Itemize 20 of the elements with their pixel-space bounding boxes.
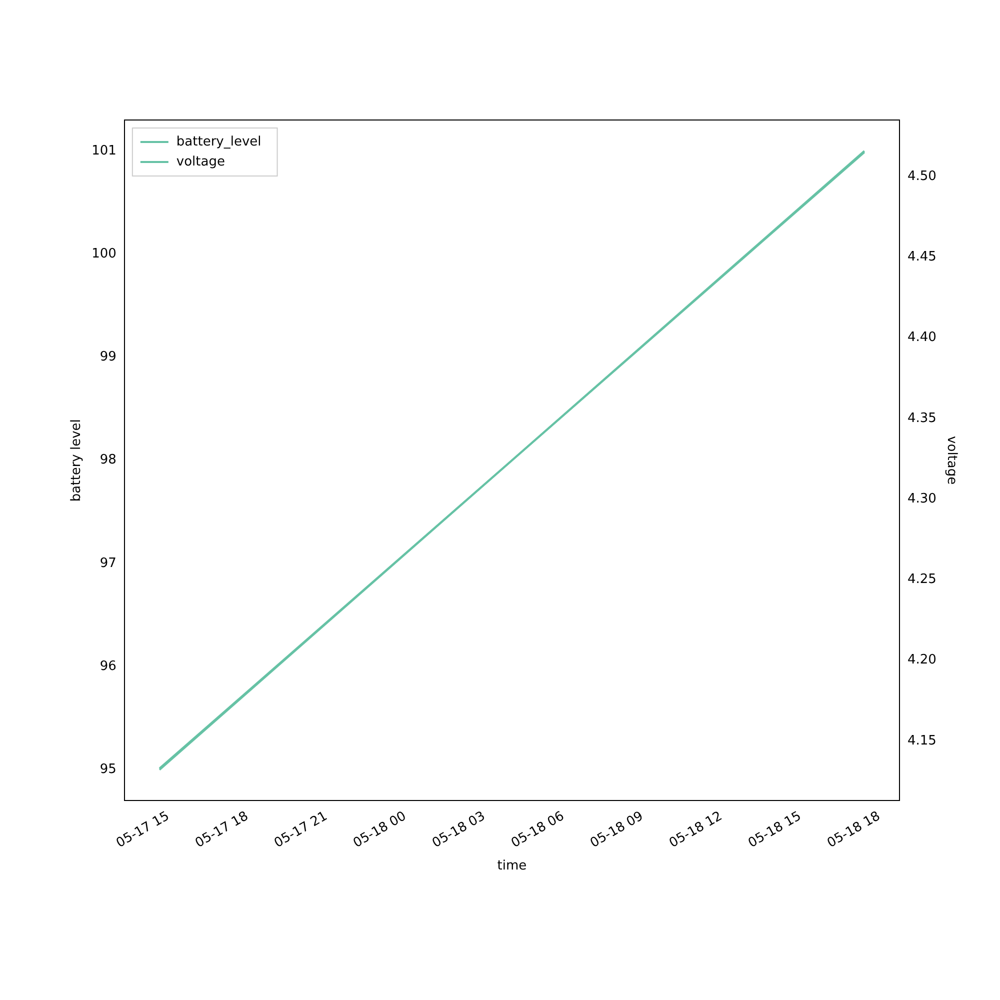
y-tick-label: 98 (100, 452, 116, 468)
y2-tick-label: 4.30 (907, 491, 936, 506)
y2-tick-label: 4.20 (907, 652, 936, 668)
y-tick-label: 95 (100, 762, 116, 778)
x-axis-title: time (497, 858, 527, 874)
y-axis-title: battery level (69, 419, 84, 502)
legend-label: battery_level (176, 134, 262, 150)
y2-tick-label: 4.25 (907, 572, 936, 588)
y-tick-label: 100 (92, 246, 116, 262)
y2-tick-label: 4.40 (907, 330, 936, 346)
y2-tick-label: 4.50 (907, 168, 936, 184)
y-tick-label: 96 (100, 658, 116, 674)
y-tick-label: 99 (100, 350, 116, 365)
y2-tick-label: 4.35 (907, 410, 936, 426)
legend-label: voltage (176, 154, 225, 170)
y2-axis-title: voltage (944, 436, 959, 485)
y2-tick-label: 4.15 (907, 733, 936, 748)
y2-tick-label: 4.45 (907, 249, 936, 264)
y-tick-label: 97 (100, 556, 116, 571)
y-tick-label: 101 (92, 143, 116, 158)
